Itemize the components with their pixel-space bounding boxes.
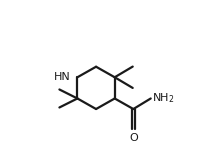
Text: HN: HN bbox=[53, 72, 70, 82]
Text: O: O bbox=[128, 133, 137, 143]
Text: NH$_2$: NH$_2$ bbox=[151, 92, 173, 105]
